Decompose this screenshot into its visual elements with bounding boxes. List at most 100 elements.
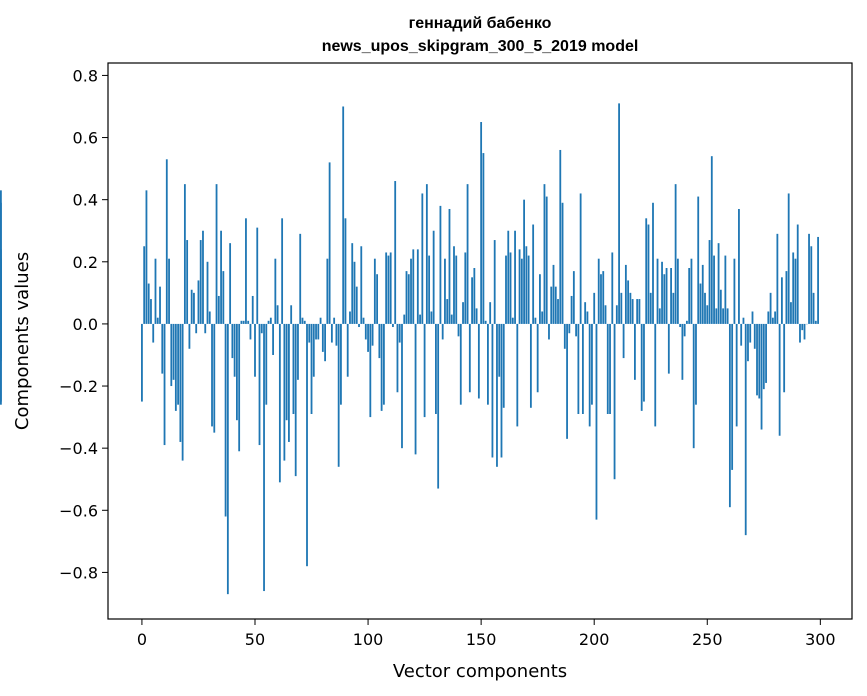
bar — [179, 323, 182, 442]
y-tick-label: 0.8 — [73, 66, 98, 85]
bar — [459, 323, 462, 405]
bar — [778, 323, 781, 436]
bar — [803, 323, 806, 340]
bar — [765, 323, 767, 383]
bar — [292, 323, 295, 414]
bar — [776, 233, 779, 324]
bar — [606, 323, 609, 414]
bar — [360, 246, 363, 324]
x-tick-label: 250 — [692, 630, 723, 649]
chart-title: геннадий бабенко — [409, 15, 552, 32]
bar — [405, 271, 408, 324]
bar — [640, 323, 643, 411]
bar — [403, 314, 406, 324]
bar — [389, 252, 392, 324]
bar — [412, 249, 415, 324]
bar — [520, 258, 523, 324]
x-axis-label: Vector components — [393, 661, 567, 682]
bar — [706, 305, 709, 324]
bar — [432, 230, 435, 324]
bar — [468, 323, 471, 393]
bar — [213, 323, 216, 433]
bar — [796, 224, 799, 324]
bar — [278, 323, 281, 483]
bar — [303, 320, 306, 324]
bar — [229, 243, 232, 324]
bar — [294, 323, 297, 477]
bar — [0, 323, 2, 402]
bar — [663, 274, 666, 324]
bar — [425, 184, 428, 324]
bar — [658, 308, 661, 324]
bar — [559, 149, 562, 324]
bar — [441, 323, 444, 340]
bar — [774, 311, 777, 324]
bar — [147, 283, 150, 324]
bar — [674, 184, 677, 324]
y-tick-label: −0.4 — [59, 439, 98, 458]
bar — [267, 320, 270, 324]
bar — [233, 323, 236, 377]
bar — [511, 317, 514, 324]
bar — [579, 193, 582, 324]
bar — [769, 292, 772, 324]
bar — [281, 218, 284, 324]
bar — [484, 320, 487, 324]
bar — [477, 323, 480, 399]
bar — [369, 323, 372, 418]
x-tick-label: 50 — [245, 630, 265, 649]
bar — [163, 323, 166, 446]
y-axis-label: Components values — [12, 252, 33, 430]
bar — [543, 184, 546, 324]
x-tick-label: 0 — [137, 630, 147, 649]
bar — [545, 196, 548, 324]
bar — [514, 230, 516, 324]
bar — [317, 323, 320, 340]
bar — [475, 308, 478, 324]
bar — [168, 258, 170, 324]
bar — [817, 236, 819, 324]
bar — [749, 323, 752, 343]
bar — [251, 295, 254, 324]
bar — [762, 323, 765, 390]
bar — [527, 255, 530, 324]
bar — [600, 274, 602, 324]
bar — [466, 184, 469, 324]
bar — [177, 323, 180, 405]
bar — [199, 240, 202, 324]
bar — [197, 280, 200, 324]
bar — [254, 323, 256, 377]
bar — [269, 317, 272, 324]
bar — [584, 302, 587, 324]
bar — [758, 323, 761, 399]
bar — [190, 289, 193, 324]
bar — [186, 240, 189, 324]
bar — [378, 323, 381, 359]
bar — [421, 193, 424, 324]
bar — [624, 264, 627, 324]
bar — [423, 323, 426, 418]
bar — [581, 323, 584, 414]
bar — [496, 323, 498, 467]
bar — [541, 311, 544, 324]
bar — [156, 317, 159, 324]
bar — [247, 320, 250, 324]
bar — [670, 268, 672, 324]
bar — [208, 311, 211, 324]
bar — [283, 323, 286, 461]
bar — [502, 323, 505, 408]
bar — [455, 255, 458, 324]
bar — [428, 255, 431, 324]
bar — [708, 240, 711, 324]
bar — [552, 264, 555, 324]
bar — [265, 323, 268, 405]
bar — [0, 249, 2, 324]
bar — [324, 323, 326, 362]
bar — [401, 323, 403, 449]
bar — [799, 323, 801, 343]
bar — [263, 323, 265, 592]
bar — [509, 252, 512, 324]
bar — [414, 323, 417, 455]
bar — [536, 323, 539, 393]
